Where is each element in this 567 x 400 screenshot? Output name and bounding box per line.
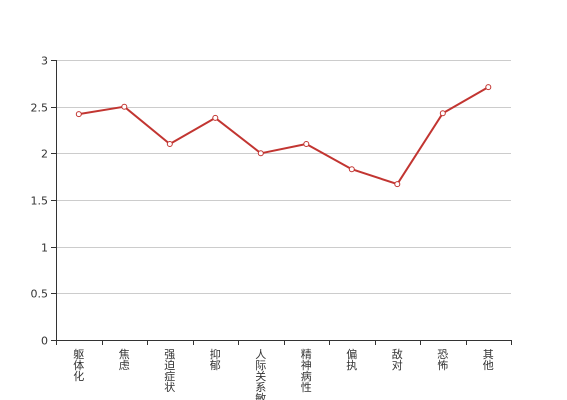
y-tick-label: 0.5 [31,288,49,301]
data-point [257,150,264,157]
x-tick-label: 精神病性 [301,348,312,394]
y-tick-label: 2.5 [31,102,49,115]
x-tick-label: 抑郁 [210,347,221,372]
data-point [348,166,355,173]
y-tick-label: 1 [41,242,48,255]
data-point [212,114,219,121]
data-point [439,110,446,117]
series-line [78,86,489,186]
data-point [75,111,82,118]
x-tick-label: 强迫症状 [164,348,175,394]
series-layer [75,84,492,188]
x-tick-label: 敌对 [392,347,403,372]
x-tick-label: 焦虑 [119,348,130,372]
data-point [121,103,128,110]
x-tick-label: 躯体化 [73,348,84,383]
x-tick-label: 其他 [483,348,494,372]
y-tick-label: 1.5 [31,195,49,208]
grid-lines [56,60,511,294]
x-axis-ticks: 躯体化 焦虑 强迫症状 抑郁 人际关系敏感 精神病性 偏执 敌对 恐怖 其他 [56,340,512,400]
x-tick-label: 人际关系敏感 [255,348,266,400]
data-point [303,141,310,147]
data-point [394,181,401,188]
y-tick-label: 0 [41,335,48,348]
y-tick-label: 2 [41,148,48,161]
data-point [166,141,173,147]
x-tick-label: 偏执 [346,347,357,372]
axes [56,60,511,341]
x-tick-label: 恐怖 [437,348,448,372]
y-tick-label: 3 [41,55,48,68]
data-point [485,84,492,91]
y-axis-ticks: 0 0.5 1 1.5 2 2.5 3 [31,55,56,348]
